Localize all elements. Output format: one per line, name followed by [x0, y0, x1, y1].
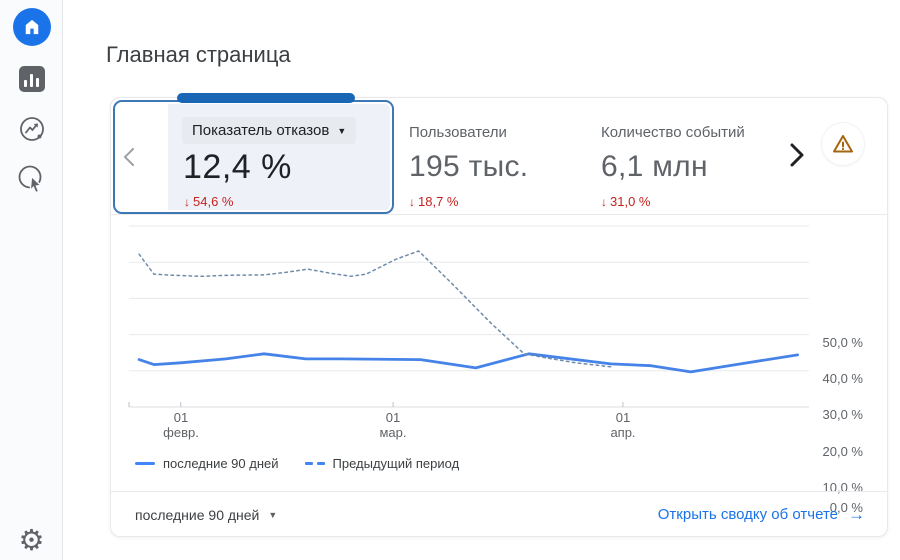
advertising-target-cursor-icon [18, 165, 43, 194]
overview-card: Показатель отказов ▼ 12,4 % ↓ 54,6 % Поль… [110, 93, 889, 537]
chevron-down-icon: ▼ [268, 509, 278, 520]
page-title: Главная страница [106, 42, 291, 67]
chevron-left-icon [124, 148, 134, 166]
open-report-label: Открыть сводку об отчете [657, 506, 838, 523]
sidebar-item-home[interactable] [0, 8, 63, 46]
selected-metric-value: 12,4 % [183, 148, 292, 186]
metric-card-users[interactable]: Пользователи 195 тыс. ↓ 18,7 % [409, 124, 528, 209]
x-axis-label: 01 февр. [163, 410, 199, 440]
card-footer: последние 90 дней ▼ Открыть сводку об от… [111, 491, 887, 537]
warning-triangle-icon [833, 135, 853, 153]
x-axis-label: 01 апр. [610, 410, 636, 440]
metric-value: 6,1 млн [601, 150, 708, 183]
carousel-next-button[interactable] [789, 142, 805, 173]
y-axis-tick: 20,0 % [822, 444, 863, 459]
date-range-label: последние 90 дней [135, 506, 260, 523]
date-range-dropdown[interactable]: последние 90 дней ▼ [135, 507, 277, 523]
metric-selector-dropdown[interactable]: Показатель отказов ▼ [182, 117, 357, 144]
chevron-right-icon [790, 143, 804, 167]
explore-icon [19, 117, 44, 141]
legend-item-current: последние 90 дней [135, 456, 279, 471]
sidebar-item-settings[interactable]: ⚙ [0, 527, 63, 556]
down-arrow-icon: ↓ [184, 195, 190, 209]
trend-chart[interactable]: 50,0 % 40,0 % 30,0 % 20,0 % 10,0 % 0,0 %… [111, 216, 889, 515]
carousel-prev-button[interactable] [122, 146, 136, 173]
gear-icon: ⚙ [18, 525, 45, 557]
metric-delta: ↓ 18,7 % [409, 194, 459, 209]
open-report-link[interactable]: Открыть сводку об отчете → [658, 505, 865, 525]
arrow-right-icon: → [848, 504, 865, 524]
chart-legend: последние 90 дней Предыдущий период [135, 456, 459, 471]
y-axis-tick: 40,0 % [822, 371, 863, 386]
selected-metric-card[interactable]: Показатель отказов ▼ 12,4 % ↓ 54,6 % [113, 93, 394, 214]
selected-metric-tile: Показатель отказов ▼ 12,4 % ↓ 54,6 % [168, 104, 390, 210]
metric-label: Пользователи [409, 124, 507, 141]
bar-chart-icon [18, 66, 45, 92]
home-icon [12, 8, 51, 46]
metric-value: 195 тыс. [409, 150, 529, 183]
y-axis-tick: 30,0 % [822, 407, 863, 422]
chevron-down-icon: ▼ [337, 125, 347, 136]
chart-plot[interactable] [111, 216, 889, 456]
sidebar-item-explore[interactable] [0, 114, 63, 144]
down-arrow-icon: ↓ [601, 195, 607, 209]
x-axis-label: 01 мар. [379, 410, 407, 440]
metric-label: Количество событий [601, 124, 745, 141]
metric-card-event-count[interactable]: Количество событий 6,1 млн ↓ 31,0 % [601, 124, 745, 209]
down-arrow-icon: ↓ [409, 195, 415, 209]
metric-delta: ↓ 31,0 % [601, 194, 651, 209]
sidebar-item-reports[interactable] [0, 66, 63, 92]
selected-metric-delta: ↓ 54,6 % [184, 194, 234, 209]
y-axis-tick: 50,0 % [822, 335, 863, 350]
solid-line-swatch-icon [135, 462, 155, 465]
data-warning-button[interactable] [822, 123, 864, 165]
sidebar: ⚙ [0, 0, 63, 560]
metrics-divider [111, 214, 887, 215]
dashed-line-swatch-icon [304, 462, 325, 465]
selected-tab-indicator [177, 93, 355, 103]
sidebar-item-advertising[interactable] [0, 163, 63, 197]
metric-selector-label: Показатель отказов [192, 122, 330, 139]
y-axis-tick: 0,0 % [829, 500, 863, 515]
legend-item-previous: Предыдущий период [304, 456, 459, 471]
